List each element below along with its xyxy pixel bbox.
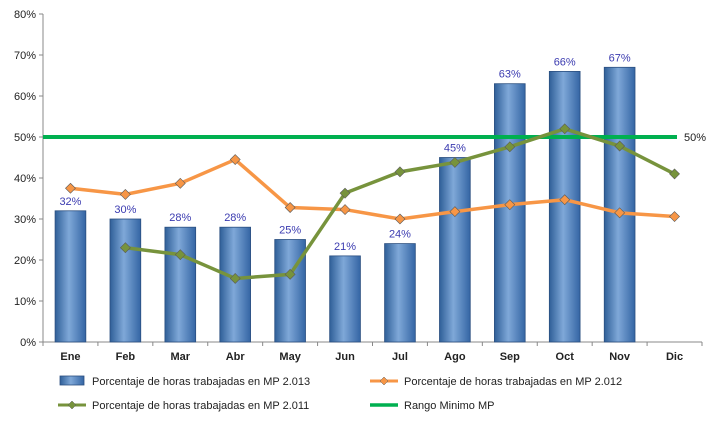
bar xyxy=(274,239,306,343)
bar-data-label: 32% xyxy=(59,196,81,208)
y-tick-label: 60% xyxy=(14,91,36,103)
x-tick-label: Jul xyxy=(392,351,408,363)
series-point xyxy=(339,204,351,215)
x-tick-label: Oct xyxy=(556,351,575,363)
y-tick-label: 70% xyxy=(14,50,36,62)
bar-data-label: 63% xyxy=(499,69,521,81)
series-point xyxy=(229,154,241,165)
bar xyxy=(54,210,87,343)
legend-marker xyxy=(67,400,77,410)
y-tick-label: 50% xyxy=(14,132,36,144)
series-point xyxy=(394,213,406,225)
bar xyxy=(329,255,361,343)
bar xyxy=(494,83,526,343)
legend-swatch xyxy=(59,375,85,386)
bar-data-label: 28% xyxy=(169,212,191,224)
bar xyxy=(164,226,197,343)
bar xyxy=(603,66,636,343)
y-tick-label: 80% xyxy=(14,9,36,21)
legend-label: Rango Minimo MP xyxy=(404,400,494,412)
x-tick-label: Mar xyxy=(171,351,191,363)
series-point xyxy=(504,141,516,153)
bar-data-label: 67% xyxy=(609,52,631,64)
y-tick-label: 40% xyxy=(14,173,36,185)
series-point xyxy=(174,177,186,189)
series-line xyxy=(70,157,675,221)
series-point xyxy=(504,199,516,211)
x-tick-label: Dic xyxy=(666,351,683,363)
series-point xyxy=(669,211,680,222)
y-tick-label: 10% xyxy=(14,296,36,308)
bar-data-label: 66% xyxy=(554,56,576,68)
series-point xyxy=(669,168,680,180)
bar xyxy=(109,218,142,343)
series-point xyxy=(284,202,296,213)
bar xyxy=(439,157,471,343)
series-point xyxy=(229,273,241,284)
series-point xyxy=(394,166,406,178)
y-tick-label: 30% xyxy=(14,214,36,226)
bar-data-label: 45% xyxy=(444,143,466,155)
bar-data-label: 30% xyxy=(114,204,136,216)
x-tick-label: Abr xyxy=(226,351,246,363)
series-point xyxy=(339,187,351,199)
series-point xyxy=(614,207,626,219)
bar xyxy=(219,226,251,343)
series-point xyxy=(559,194,571,206)
x-tick-label: Jun xyxy=(335,351,355,363)
series-point xyxy=(119,242,131,254)
y-tick-label: 20% xyxy=(14,255,36,267)
series-point xyxy=(614,140,626,152)
reference-line-label: 50% xyxy=(684,132,706,144)
series-point xyxy=(65,182,76,194)
legend-marker xyxy=(379,376,389,386)
x-tick-label: Nov xyxy=(609,351,631,363)
bar-data-label: 21% xyxy=(334,241,356,253)
x-tick-label: Feb xyxy=(116,351,136,363)
legend-label: Porcentaje de horas trabajadas en MP 2.0… xyxy=(404,376,622,388)
x-tick-label: May xyxy=(279,351,301,363)
bar xyxy=(548,71,581,343)
bar xyxy=(384,243,416,343)
series-point xyxy=(449,156,461,168)
legend-label: Porcentaje de horas trabajadas en MP 2.0… xyxy=(92,400,309,412)
legend-label: Porcentaje de horas trabajadas en MP 2.0… xyxy=(92,376,310,388)
x-tick-label: Ago xyxy=(444,351,466,363)
bar-data-label: 28% xyxy=(224,212,246,224)
series-point xyxy=(119,188,131,200)
series-point xyxy=(449,206,461,218)
bar-data-label: 24% xyxy=(389,229,411,241)
series-point xyxy=(174,249,186,261)
bar-data-label: 25% xyxy=(279,225,301,237)
y-tick-label: 0% xyxy=(20,337,36,349)
x-tick-label: Ene xyxy=(60,351,80,363)
x-tick-label: Sep xyxy=(500,351,520,363)
series-point xyxy=(284,268,296,280)
series-point xyxy=(559,123,571,135)
